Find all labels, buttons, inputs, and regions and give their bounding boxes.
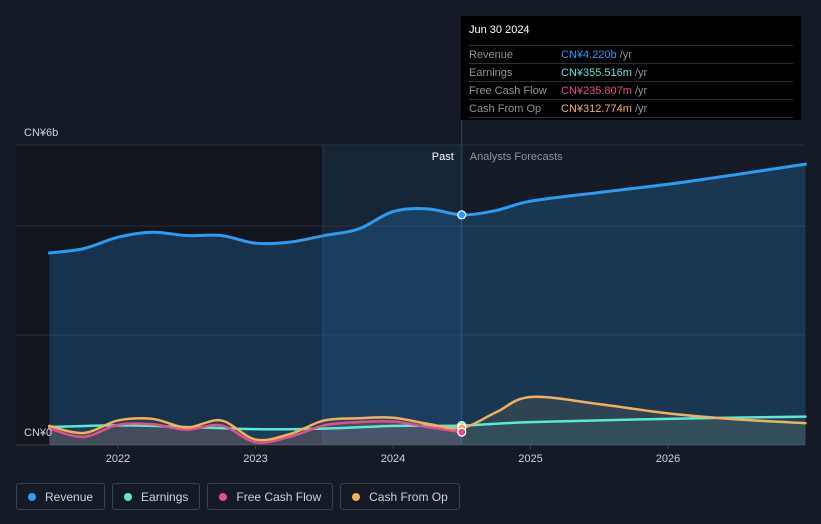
free-cash-flow-line <box>48 419 463 444</box>
legend-item-revenue[interactable]: Revenue <box>16 483 106 510</box>
x-tick-label: 2025 <box>518 453 542 465</box>
tooltip-unit: /yr <box>634 102 648 115</box>
y-axis-top-label: CN¥6b <box>24 127 58 139</box>
x-tick-label: 2026 <box>656 453 680 465</box>
free-cash-flow-dot-icon <box>219 492 228 501</box>
legend-label: Free Cash Flow <box>236 489 322 504</box>
tooltip-unit: /yr <box>634 66 648 79</box>
legend-item-earnings[interactable]: Earnings <box>112 483 201 510</box>
tooltip-label: Earnings <box>469 66 513 79</box>
legend-label: Cash From Op <box>369 489 448 504</box>
revenue-area <box>49 164 806 445</box>
tooltip-row-revenue: Revenue CN¥4.220b /yr <box>469 45 793 63</box>
tooltip-row-free-cash-flow: Free Cash Flow CN¥235.807m /yr <box>469 81 793 99</box>
tooltip-label: Revenue <box>469 48 514 61</box>
x-tick-label: 2024 <box>381 453 405 465</box>
legend-label: Earnings <box>141 489 189 504</box>
earnings-dot-icon <box>124 492 133 501</box>
tooltip-date: Jun 30 2024 <box>469 24 530 36</box>
revenue-dot-icon <box>28 492 36 501</box>
x-tick-label: 2023 <box>243 453 267 465</box>
tooltip-unit: /yr <box>634 84 648 97</box>
revenue-highlight-point <box>457 210 467 220</box>
cash-from-op-line <box>48 395 807 442</box>
tooltip-value: CN¥355.516m <box>561 66 632 79</box>
legend-item-free-cash-flow[interactable]: Free Cash Flow <box>207 483 334 510</box>
legend-item-cash-from-op[interactable]: Cash From Op <box>340 483 460 510</box>
highlight-region <box>323 145 462 445</box>
tooltip-value: CN¥312.774m <box>561 102 632 115</box>
forecast-label: Analysts Forecasts <box>470 151 563 163</box>
tooltip-label: Free Cash Flow <box>469 84 547 97</box>
legend-label: Revenue <box>45 489 94 504</box>
earnings-area <box>49 416 806 445</box>
tooltip-value: CN¥4.220b <box>561 48 617 61</box>
tooltip-value: CN¥235.807m <box>561 84 632 97</box>
data-tooltip: Jun 30 2024 Revenue CN¥4.220b /yr Earnin… <box>461 16 801 120</box>
cash-from-op-dot-icon <box>352 492 361 501</box>
x-tick-label: 2022 <box>106 453 130 465</box>
tooltip-label: Cash From Op <box>469 102 542 115</box>
free-cash-flow-highlight-point <box>457 427 467 437</box>
chart-legend: Revenue Earnings Free Cash Flow Cash Fro… <box>16 483 460 510</box>
tooltip-unit: /yr <box>619 48 632 61</box>
y-axis-bottom-label: CN¥0 <box>24 427 52 439</box>
tooltip-row-earnings: Earnings CN¥355.516m /yr <box>469 63 793 81</box>
past-label: Past <box>432 151 454 163</box>
revenue-line <box>47 162 807 255</box>
tooltip-row-cash-from-op: Cash From Op CN¥312.774m /yr <box>469 99 793 118</box>
